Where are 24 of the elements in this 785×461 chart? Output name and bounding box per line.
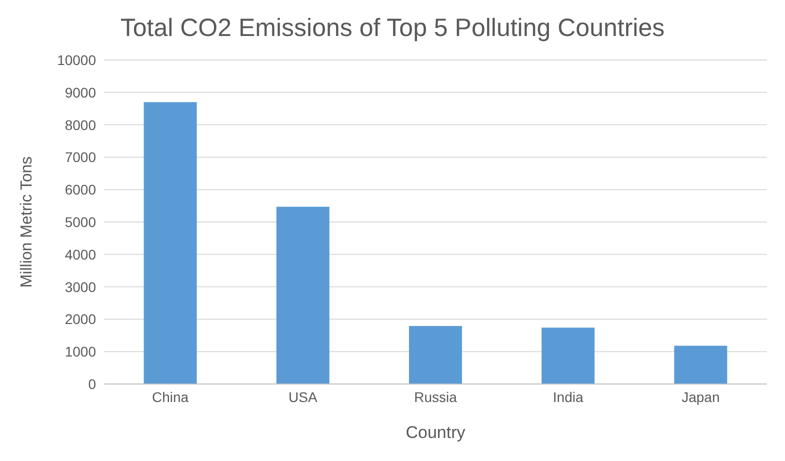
- x-axis-title: Country: [406, 423, 466, 442]
- x-tick-label: China: [152, 388, 189, 405]
- y-tick-label: 1000: [64, 344, 96, 360]
- y-tick-label: 9000: [64, 84, 96, 100]
- y-axis-title: Million Metric Tons: [18, 156, 36, 288]
- y-tick-label: 7000: [64, 149, 96, 166]
- chart-title: Total CO2 Emissions of Top 5 Polluting Countries: [119, 13, 666, 44]
- bar: [408, 326, 462, 384]
- y-tick-label: 6000: [64, 182, 96, 198]
- bar: [674, 346, 728, 384]
- y-tick-label: 10000: [57, 52, 96, 68]
- x-tick-label: Russia: [414, 388, 458, 405]
- y-tick-label: 5000: [64, 214, 96, 230]
- y-tick-label: 0: [88, 376, 96, 392]
- y-tick-label: 8000: [64, 116, 96, 133]
- x-tick-label: USA: [288, 388, 318, 405]
- bar: [542, 328, 595, 384]
- y-tick-label: 4000: [64, 246, 96, 262]
- bar: [144, 102, 197, 384]
- x-tick-label: India: [552, 388, 584, 405]
- bar: [276, 206, 330, 384]
- y-tick-label: 2000: [64, 311, 96, 328]
- x-tick-label: Japan: [682, 388, 720, 405]
- y-tick-label: 3000: [64, 278, 96, 295]
